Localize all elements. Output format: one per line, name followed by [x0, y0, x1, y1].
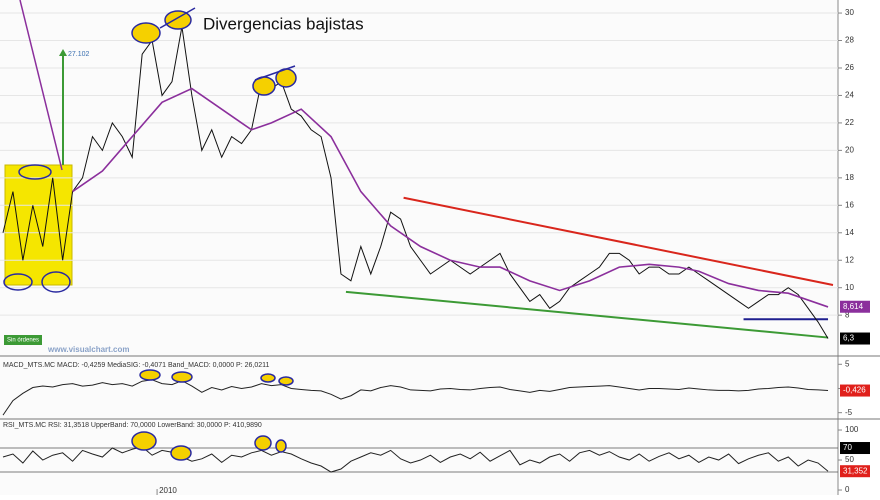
arrow-head — [59, 49, 67, 56]
y-tick-label: 26 — [845, 63, 854, 72]
orders-badge — [4, 335, 42, 345]
y-tick-label: 22 — [845, 118, 854, 127]
series-line — [2, 26, 829, 339]
y-tick-label: 24 — [845, 91, 854, 100]
ellipse — [41, 271, 71, 293]
y-tick-label: 10 — [845, 283, 854, 292]
divergence-line — [254, 65, 296, 81]
y-tick-label: 5 — [845, 359, 850, 368]
panel-header: RSI_MTS.MC RSI: 31,3518 UpperBand: 70,00… — [3, 422, 262, 429]
ellipse — [275, 439, 287, 453]
value-box — [840, 332, 870, 345]
value-box — [840, 300, 870, 313]
orders-label: Sin órdenes — [7, 338, 39, 344]
y-tick-label: 28 — [845, 36, 854, 45]
y-tick-label: 0 — [845, 485, 850, 494]
x-tick-label: 2010 — [159, 486, 177, 495]
y-tick-label: 100 — [845, 425, 859, 434]
value-box-label: 31,352 — [843, 466, 868, 475]
value-box — [840, 384, 870, 397]
panel-header: MACD_MTS.MC MACD: -0,4259 MediaSIG: -0,4… — [3, 362, 269, 369]
annotation-title: Divergencias bajistas — [203, 14, 364, 33]
ellipse — [18, 164, 52, 180]
value-box-label: 8,614 — [843, 302, 864, 311]
ellipse — [131, 431, 157, 451]
ellipse — [164, 10, 192, 30]
series-line — [2, 379, 829, 416]
ellipse — [278, 376, 294, 386]
y-tick-label: 12 — [845, 255, 854, 264]
series-line — [72, 87, 829, 308]
purple-trendline — [19, 0, 63, 171]
watermark: www.visualchart.com — [47, 345, 130, 354]
y-tick-label: 20 — [845, 145, 854, 154]
arrow-label: 27.102 — [68, 51, 90, 58]
ellipse — [131, 22, 161, 44]
trendline — [345, 290, 829, 339]
y-tick-label: 14 — [845, 228, 854, 237]
plot-background — [0, 0, 838, 495]
value-box-label: -0,426 — [843, 386, 866, 395]
ellipses — [3, 7, 297, 461]
ellipse — [3, 273, 33, 291]
y-tick-label: 30 — [845, 8, 854, 17]
value-box-label: 70 — [843, 443, 852, 452]
ellipse — [171, 371, 193, 383]
y-tick-label: 16 — [845, 200, 854, 209]
divergence-line — [159, 7, 196, 29]
value-box — [840, 442, 870, 455]
ellipse — [170, 445, 192, 461]
y-tick-label: -5 — [845, 408, 853, 417]
value-box-label: 6,3 — [843, 334, 855, 343]
value-box — [840, 465, 870, 478]
y-tick-label: 50 — [845, 455, 854, 464]
y-tick-label: 8 — [845, 310, 850, 319]
ellipse — [260, 373, 276, 383]
trendline — [403, 196, 834, 286]
ellipse — [139, 369, 161, 381]
highlight-box — [4, 164, 73, 286]
ellipse — [254, 435, 272, 451]
y-tick-label: 18 — [845, 173, 854, 182]
